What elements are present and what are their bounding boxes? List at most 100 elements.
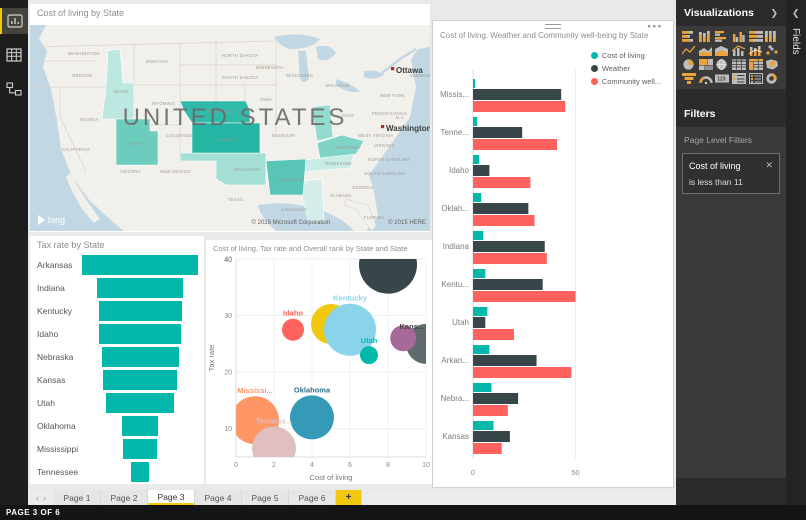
viz-type-gauge-icon[interactable] [698, 71, 715, 85]
funnel-bar[interactable] [99, 323, 181, 344]
bar-oklah-2[interactable] [473, 215, 535, 226]
page-tab-page-2[interactable]: Page 2 [101, 490, 148, 505]
bar-indiana-1[interactable] [473, 241, 545, 252]
scatter-bubble-9[interactable] [360, 346, 378, 365]
bar-utah-0[interactable] [473, 307, 488, 316]
nav-relationships-view-icon[interactable] [0, 76, 28, 102]
viz-type-stacked-area-icon[interactable] [714, 43, 731, 57]
funnel-bar[interactable] [97, 277, 183, 298]
bar-tenne-1[interactable] [473, 127, 523, 138]
bar-nebra-2[interactable] [473, 405, 508, 416]
bar-tenne-2[interactable] [473, 139, 558, 150]
nav-report-view-icon[interactable] [0, 8, 28, 34]
viz-type-line-icon[interactable] [681, 43, 698, 57]
funnel-bar[interactable] [123, 438, 157, 459]
bar-idaho-1[interactable] [473, 165, 490, 176]
fields-tab-label[interactable]: Fields [790, 28, 801, 55]
legend-item[interactable]: Weather [590, 62, 661, 75]
tab-scroll-right-icon[interactable]: › [43, 492, 46, 503]
viz-type-donut-icon[interactable] [764, 71, 781, 85]
bar-oklah-0[interactable] [473, 193, 482, 202]
funnel-bar[interactable] [103, 369, 177, 390]
scatter-bubble-4[interactable] [290, 395, 334, 440]
fields-rail[interactable]: ❮ Fields [786, 0, 806, 505]
scatter-bubble-6[interactable] [390, 325, 417, 352]
bar-plot[interactable]: Missis... Tenne... Idaho Oklah... Indiana Ken… [433, 45, 675, 487]
page-tab-page-4[interactable]: Page 4 [195, 490, 242, 505]
viz-type-slicer-icon[interactable] [747, 71, 764, 85]
viz-type-scatter-icon[interactable] [764, 43, 781, 57]
funnel-bar[interactable] [82, 254, 198, 275]
scatter-bubble-3[interactable] [324, 303, 376, 356]
page-tab-page-3[interactable]: Page 3 [148, 490, 195, 505]
bar-kentu-0[interactable] [473, 269, 486, 278]
funnel-visual[interactable]: Tax rate by State Arkansas Indiana Kentuck… [30, 236, 204, 484]
page-tab-page-1[interactable]: Page 1 [54, 490, 101, 505]
viz-type-card-icon[interactable]: 123 [714, 71, 731, 85]
bar-kansas-1[interactable] [473, 431, 510, 442]
remove-filter-icon[interactable]: ✕ [765, 160, 773, 170]
bar-oklah-1[interactable] [473, 203, 529, 214]
bar-indiana-2[interactable] [473, 253, 547, 264]
map-state-kentucky[interactable] [316, 134, 365, 159]
collapse-panel-icon[interactable]: ❯ [770, 7, 778, 18]
map-state-oklahoma[interactable] [179, 152, 267, 186]
map-visual[interactable]: Cost of living by State WASHINGTON MONTAN… [30, 4, 430, 232]
viz-type-100-stacked-bar-icon[interactable] [747, 29, 764, 43]
viz-type-pie-icon[interactable] [681, 57, 698, 71]
bar-nebra-0[interactable] [473, 383, 492, 392]
tab-scroll-left-icon[interactable]: ‹ [36, 492, 39, 503]
map-state-kansas[interactable] [191, 122, 261, 154]
viz-type-clustered-bar-icon[interactable] [714, 29, 731, 43]
scatter-visual[interactable]: Cost of living, Tax rate and Overall ran… [206, 240, 432, 484]
map-state-indiana[interactable] [311, 104, 334, 142]
report-canvas[interactable]: Cost of living by State WASHINGTON MONTAN… [28, 0, 676, 490]
viz-type-stacked-bar-icon[interactable] [681, 29, 698, 43]
filter-card-cost-of-living[interactable]: Cost of living ✕ is less than 11 [682, 153, 780, 194]
bar-utah-1[interactable] [473, 317, 486, 328]
visual-drag-handle[interactable] [545, 24, 561, 29]
visual-options-icon[interactable]: ••• [647, 21, 663, 31]
scatter-bubble-0[interactable] [359, 253, 417, 294]
funnel-bar[interactable] [122, 415, 158, 436]
funnel-bar[interactable] [98, 300, 182, 321]
viz-type-line-stacked-column-icon[interactable] [747, 43, 764, 57]
bar-missis-0[interactable] [473, 79, 476, 88]
viz-type-100-stacked-column-icon[interactable] [764, 29, 781, 43]
add-page-button[interactable]: + [336, 490, 362, 505]
map-state-arkansas[interactable] [265, 158, 307, 196]
bar-arkan-1[interactable] [473, 355, 537, 366]
bar-idaho-0[interactable] [473, 155, 480, 164]
bar-kansas-2[interactable] [473, 443, 502, 454]
viz-type-stacked-column-icon[interactable] [698, 29, 715, 43]
legend-item[interactable]: Cost of living [590, 49, 661, 62]
funnel-bar[interactable] [131, 461, 149, 482]
viz-type-filled-map-icon[interactable] [764, 57, 781, 71]
bar-arkan-0[interactable] [473, 345, 490, 354]
bar-indiana-0[interactable] [473, 231, 484, 240]
viz-type-funnel-icon[interactable] [681, 71, 698, 85]
map-state-idaho[interactable] [101, 48, 135, 120]
bing-map[interactable]: WASHINGTON MONTANA NORTH DAKOTA MINNESOTAWI… [30, 25, 430, 231]
bar-tenne-0[interactable] [473, 117, 478, 126]
legend-item[interactable]: Community well... [590, 75, 661, 88]
bar-nebra-1[interactable] [473, 393, 519, 404]
viz-type-area-icon[interactable] [698, 43, 715, 57]
bar-arkan-2[interactable] [473, 367, 572, 378]
page-tab-page-6[interactable]: Page 6 [289, 490, 336, 505]
bar-kansas-0[interactable] [473, 421, 494, 430]
bar-utah-2[interactable] [473, 329, 514, 340]
map-state-utah[interactable] [115, 118, 159, 166]
bar-kentu-1[interactable] [473, 279, 543, 290]
viz-type-line-clustered-column-icon[interactable] [731, 43, 748, 57]
bar-chart-visual[interactable]: ••• Cost of living, Weather and Communit… [432, 20, 674, 488]
viz-type-map-icon[interactable] [714, 57, 731, 71]
viz-type-treemap-icon[interactable] [698, 57, 715, 71]
scatter-plot[interactable]: Mississi... Kentucky Oklahoma Kans... Tennes… [206, 253, 432, 484]
scatter-bubble-8[interactable] [282, 318, 304, 341]
bar-missis-1[interactable] [473, 89, 562, 100]
nav-data-view-icon[interactable] [0, 42, 28, 68]
page-tab-page-5[interactable]: Page 5 [242, 490, 289, 505]
viz-type-multi-row-card-icon[interactable] [731, 71, 748, 85]
expand-fields-icon[interactable]: ❮ [792, 8, 800, 18]
